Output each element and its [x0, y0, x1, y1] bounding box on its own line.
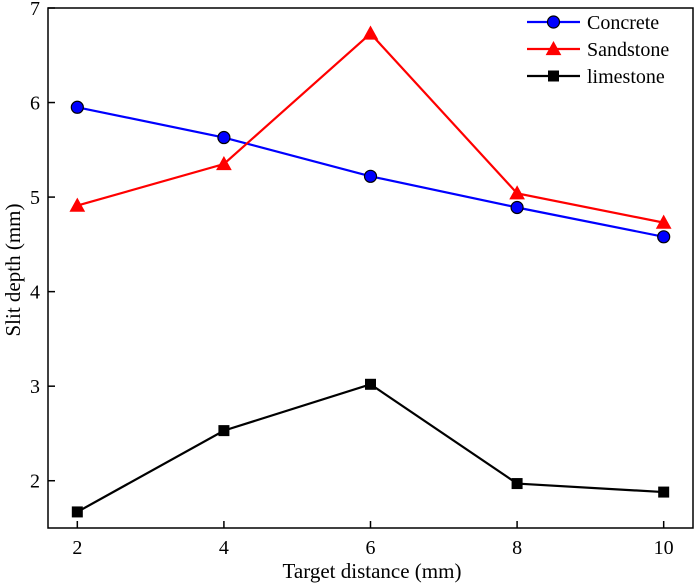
data-point-sandstone [362, 25, 379, 40]
series-limestone [71, 378, 670, 518]
y-tick-label: 7 [30, 0, 40, 20]
data-point-sandstone [655, 214, 672, 229]
data-point-limestone [71, 506, 83, 518]
y-tick-label: 5 [30, 187, 40, 209]
data-point-limestone [511, 478, 523, 490]
y-tick-label: 4 [30, 282, 40, 304]
x-axis-label: Target distance (mm) [283, 559, 462, 583]
data-point-sandstone [69, 197, 86, 212]
x-tick-label: 4 [219, 537, 229, 559]
legend-label-limestone: limestone [587, 66, 665, 88]
legend-marker-concrete [546, 15, 561, 29]
series-sandstone [69, 25, 672, 229]
x-tick-label: 2 [72, 537, 82, 559]
data-point-limestone [658, 486, 670, 498]
y-tick-label: 2 [30, 471, 40, 493]
legend: Concrete Sandstone limestone [527, 12, 669, 88]
series-line-limestone [76, 383, 664, 513]
series-layer [69, 25, 672, 518]
x-tick-label: 8 [512, 537, 522, 559]
data-point-sandstone [509, 185, 525, 200]
y-tick-label: 3 [30, 376, 40, 398]
y-tick-label: 6 [30, 93, 40, 115]
x-tick-label: 10 [654, 537, 674, 559]
x-axis-ticks: 2 4 6 8 10 [72, 521, 674, 559]
x-tick-label: 6 [366, 537, 376, 559]
data-point-concrete [657, 230, 671, 244]
y-axis-label: Slit depth (mm) [1, 204, 25, 337]
series-concrete [70, 100, 671, 244]
data-point-concrete [510, 200, 524, 215]
data-point-limestone [218, 425, 230, 437]
data-point-concrete [70, 100, 84, 114]
y-axis-ticks: 2 3 4 5 6 7 [30, 0, 55, 493]
legend-marker-sandstone [545, 40, 562, 56]
data-point-concrete [363, 169, 378, 183]
legend-label-concrete: Concrete [587, 12, 659, 34]
data-point-sandstone [216, 155, 232, 171]
legend-label-sandstone: Sandstone [587, 39, 669, 61]
data-point-concrete [217, 130, 231, 145]
legend-marker-limestone [548, 70, 559, 82]
data-point-limestone [365, 378, 376, 390]
series-line-sandstone [77, 31, 664, 224]
